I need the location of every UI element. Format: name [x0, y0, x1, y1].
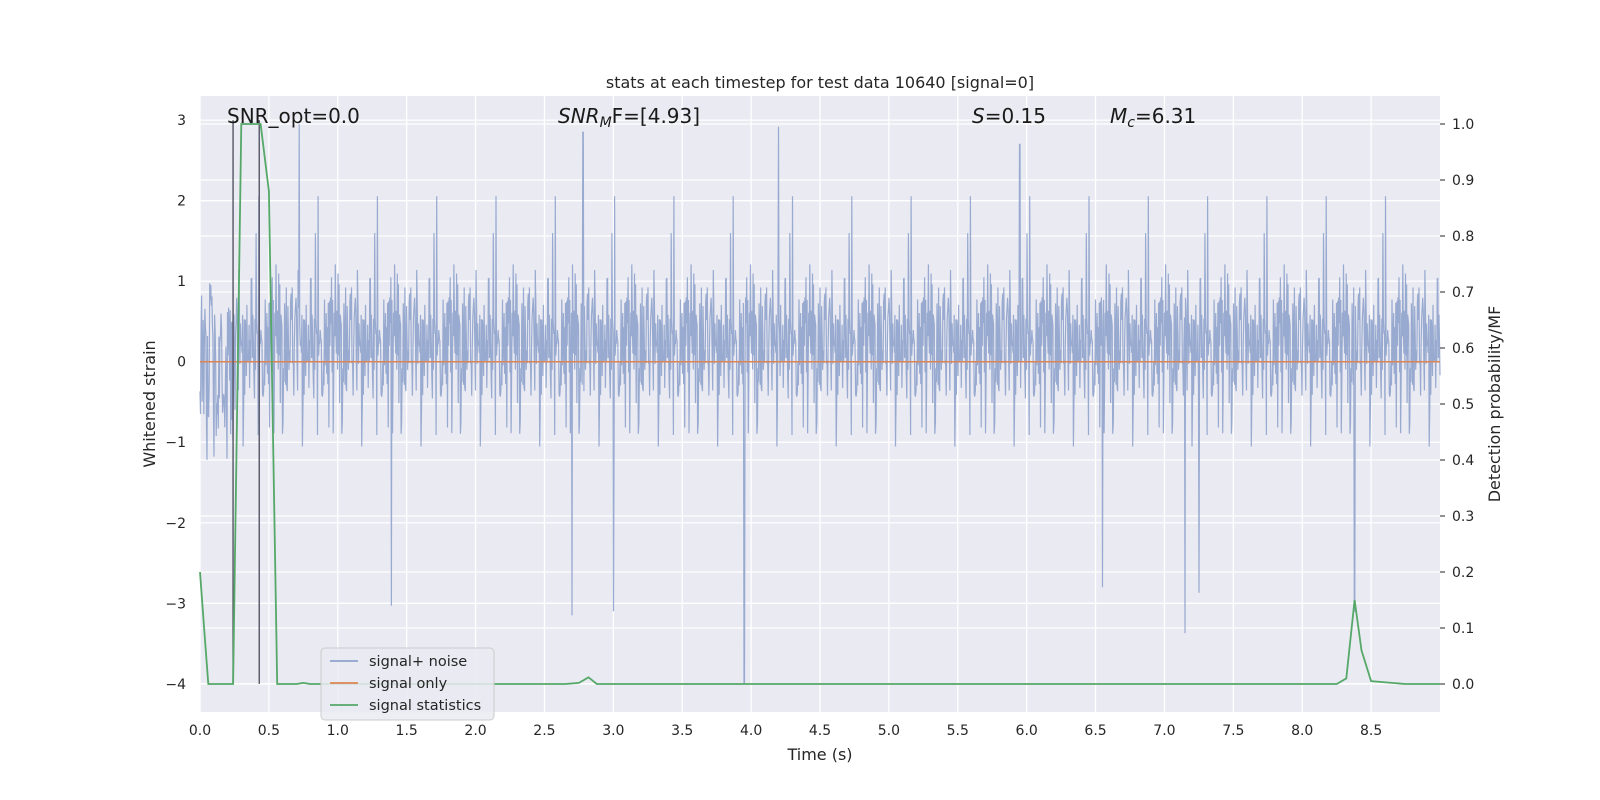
y-tick-label-right: 1.0 — [1452, 117, 1474, 133]
x-axis-label: Time (s) — [786, 745, 852, 764]
annotation-snr-mf-sub: M — [600, 115, 612, 131]
annotation-snr-mf: SNRMF=[4.93] — [558, 104, 700, 131]
x-tick-label: 3.0 — [602, 723, 624, 739]
y-tick-label-left: 1 — [177, 274, 186, 290]
x-tick-label: 5.5 — [947, 723, 969, 739]
x-tick-label: 6.5 — [1084, 723, 1106, 739]
legend-label-signal-statistics: signal statistics — [369, 698, 481, 714]
annotation-mc-sub: c — [1127, 115, 1135, 131]
annotation-snr-mf-rest: F=[4.93] — [612, 104, 700, 128]
x-tick-label: 0.5 — [258, 723, 280, 739]
signal-plus-noise-line — [199, 124, 1441, 685]
y-tick-label-right: 0.0 — [1452, 677, 1474, 693]
x-tick-label: 7.0 — [1153, 723, 1175, 739]
x-tick-label: 1.5 — [396, 723, 418, 739]
legend: signal+ noise signal only signal statist… — [320, 647, 495, 721]
annotation-mc: Mc=6.31 — [1110, 104, 1196, 131]
x-tick-label: 2.0 — [464, 723, 486, 739]
annotation-mc-value: =6.31 — [1135, 104, 1196, 128]
y-tick-label-right: 0.4 — [1452, 453, 1474, 469]
x-tick-label: 4.0 — [740, 723, 762, 739]
y-tick-label-right: 0.3 — [1452, 509, 1474, 525]
x-tick-label: 0.0 — [189, 723, 211, 739]
legend-label-signal-only: signal only — [369, 676, 448, 692]
y-tick-label-left: 2 — [177, 194, 186, 210]
axis-ticks: 0.0 0.5 1.0 1.5 2.0 2.5 3.0 3.5 4.0 4.5 5.0 5.5 6.0 6… — [165, 113, 1474, 739]
y-tick-label-right: 0.5 — [1452, 397, 1474, 413]
annotation-s-symbol: S — [972, 104, 985, 128]
marker-lines — [232, 120, 260, 684]
chart-title: stats at each timestep for test data 106… — [606, 73, 1034, 92]
series-signal-plus-noise — [199, 124, 1441, 685]
x-tick-label: 3.5 — [671, 723, 693, 739]
y-tick-label-right: 0.6 — [1452, 341, 1474, 357]
y-tick-label-right: 0.1 — [1452, 621, 1474, 637]
y-tick-label-right: 0.7 — [1452, 285, 1474, 301]
y-tick-label-left: −4 — [165, 677, 186, 693]
y-axis-right-label: Detection probability/MF — [1485, 306, 1504, 503]
x-tick-label: 4.5 — [809, 723, 831, 739]
x-tick-label: 2.5 — [533, 723, 555, 739]
x-tick-label: 7.5 — [1222, 723, 1244, 739]
y-tick-label-left: 0 — [177, 355, 186, 371]
x-tick-label: 8.0 — [1291, 723, 1313, 739]
y-tick-label-left: −1 — [165, 435, 186, 451]
legend-label-signal-plus-noise: signal+ noise — [369, 654, 467, 670]
annotation-mc-symbol: M — [1110, 104, 1127, 128]
legend-box — [320, 647, 495, 721]
annotation-s: S=0.15 — [972, 104, 1046, 128]
y-tick-label-right: 0.9 — [1452, 173, 1474, 189]
y-tick-label-left: 3 — [177, 113, 186, 129]
x-tick-label: 6.0 — [1016, 723, 1038, 739]
x-tick-label: 8.5 — [1360, 723, 1382, 739]
x-tick-label: 5.0 — [878, 723, 900, 739]
x-tick-label: 1.0 — [327, 723, 349, 739]
y-tick-label-right: 0.8 — [1452, 229, 1474, 245]
y-tick-label-left: −2 — [165, 516, 186, 532]
y-axis-left-label: Whitened strain — [140, 340, 159, 467]
y-tick-label-right: 0.2 — [1452, 565, 1474, 581]
annotation-snr-mf-base: SNR — [558, 104, 600, 128]
y-tick-label-left: −3 — [165, 596, 186, 612]
annotation-snr-opt: SNR_opt=0.0 — [227, 104, 360, 128]
annotation-s-value: =0.15 — [985, 104, 1046, 128]
